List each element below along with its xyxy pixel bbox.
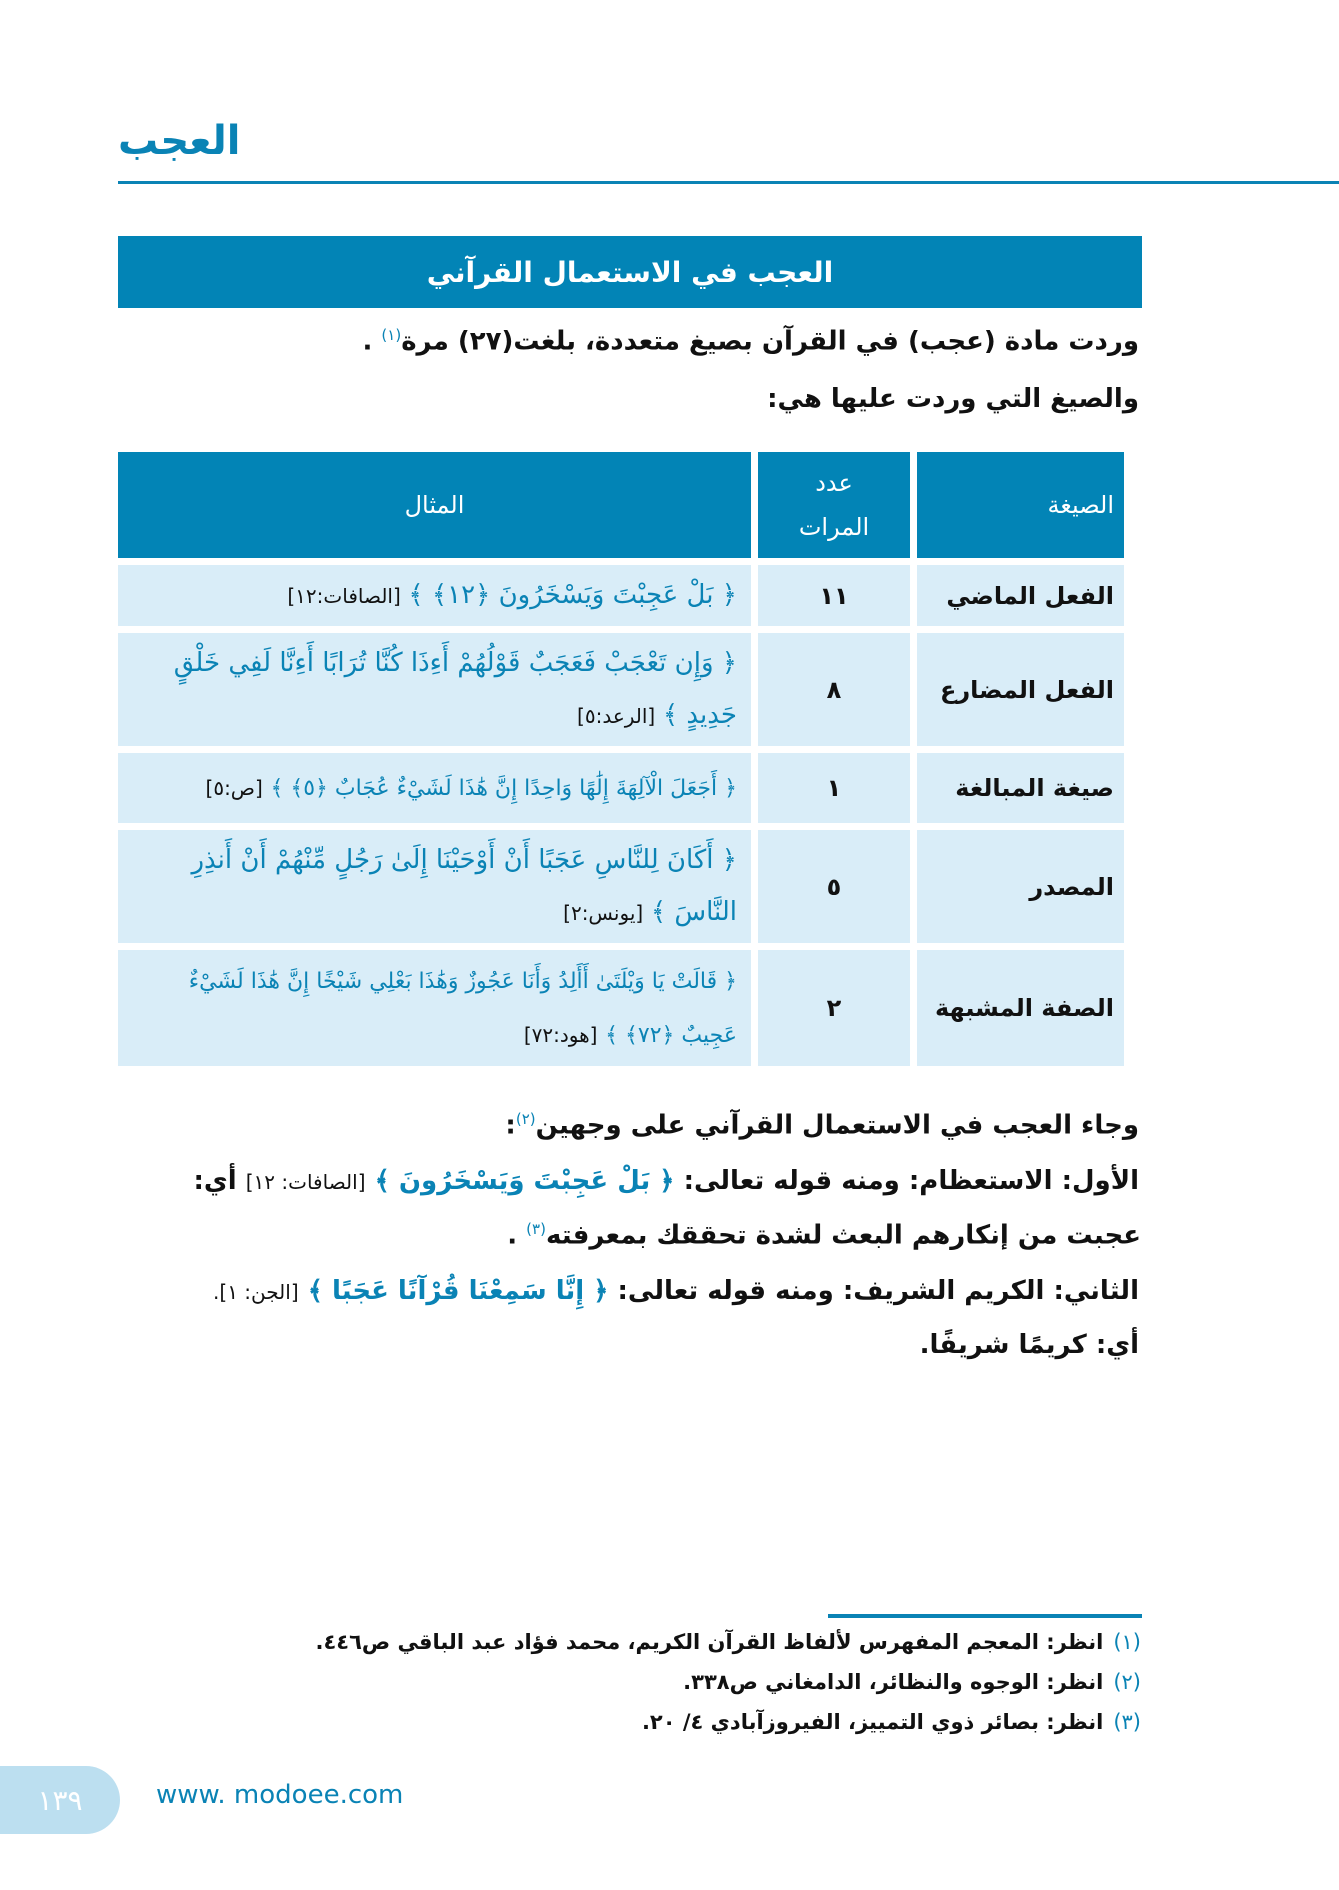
body-para-5: أي: كريمًا شريفًا. bbox=[919, 1330, 1139, 1360]
footnote-ref-3[interactable]: (٣) bbox=[526, 1220, 546, 1238]
intro-end: . bbox=[362, 326, 373, 357]
count-cell: ٢ bbox=[758, 950, 910, 1066]
body-para-1: وجاء العجب في الاستعمال القرآني على وجهي… bbox=[505, 1110, 1139, 1141]
footnote-number: (٣) bbox=[1113, 1710, 1141, 1734]
verse-ref: [هود:٧٢] bbox=[523, 1023, 598, 1047]
verse: ﴿ أَكَانَ لِلنَّاسِ عَجَبًا أَنْ أَوْحَي… bbox=[191, 845, 737, 927]
table-row: المصدر ٥ ﴿ أَكَانَ لِلنَّاسِ عَجَبًا أَن… bbox=[118, 830, 1124, 943]
table-row: الفعل المضارع ٨ ﴿ وَإِن تَعْجَبْ فَعَجَب… bbox=[118, 633, 1124, 746]
form-cell: المصدر bbox=[917, 830, 1124, 943]
footnote-1: (١) انظر: المعجم المفهرس لألفاظ القرآن ال… bbox=[315, 1630, 1141, 1654]
table-row: صيغة المبالغة ١ ﴿ أَجَعَلَ الْآلِهَةَ إِ… bbox=[118, 753, 1124, 823]
footnote-rule bbox=[828, 1614, 1142, 1618]
body-text: : bbox=[505, 1110, 516, 1141]
form-cell: الفعل المضارع bbox=[917, 633, 1124, 746]
count-cell: ١١ bbox=[758, 565, 910, 626]
page-number: ١٣٩ bbox=[0, 1766, 120, 1834]
count-cell: ٨ bbox=[758, 633, 910, 746]
verse: ﴿ بَلْ عَجِبْتَ وَيَسْخَرُونَ ﴿١٢﴾ ﴾ bbox=[408, 580, 737, 610]
verse: ﴿ بَلْ عَجِبْتَ وَيَسْخَرُونَ ﴾ bbox=[374, 1166, 675, 1196]
footnote-text: انظر: بصائر ذوي التمييز، الفيروزآبادي ٤/… bbox=[641, 1710, 1104, 1734]
count-cell: ١ bbox=[758, 753, 910, 823]
footnote-number: (١) bbox=[1113, 1630, 1141, 1654]
count-cell: ٥ bbox=[758, 830, 910, 943]
table-row: الصفة المشبهة ٢ ﴿ قَالَتْ يَا وَيْلَتَىٰ… bbox=[118, 950, 1124, 1066]
example-cell: ﴿ بَلْ عَجِبْتَ وَيَسْخَرُونَ ﴿١٢﴾ ﴾ [ال… bbox=[118, 565, 751, 626]
website-link[interactable]: www. modoee.com bbox=[156, 1780, 404, 1810]
table-row: الفعل الماضي ١١ ﴿ بَلْ عَجِبْتَ وَيَسْخَ… bbox=[118, 565, 1124, 626]
intro-text: وردت مادة (عجب) في القرآن بصيغ متعددة، ب… bbox=[401, 326, 1139, 357]
section-title: العجب في الاستعمال القرآني bbox=[118, 236, 1142, 308]
verse: ﴿ أَجَعَلَ الْآلِهَةَ إِلَٰهًا وَاحِدًا … bbox=[270, 776, 737, 801]
verse-ref: [الجن: ١]. bbox=[213, 1280, 299, 1304]
body-para-2: الأول: الاستعظام: ومنه قوله تعالى: ﴿ بَل… bbox=[194, 1166, 1139, 1196]
intro-line-1: وردت مادة (عجب) في القرآن بصيغ متعددة، ب… bbox=[362, 326, 1139, 357]
form-cell: صيغة المبالغة bbox=[917, 753, 1124, 823]
verse-ref: [الصافات:١٢] bbox=[287, 584, 401, 608]
body-text: وجاء العجب في الاستعمال القرآني على وجهي… bbox=[535, 1110, 1139, 1141]
form-cell: الفعل الماضي bbox=[917, 565, 1124, 626]
footnote-ref-2[interactable]: (٢) bbox=[515, 1110, 536, 1128]
verse-ref: [يونس:٢] bbox=[563, 901, 644, 925]
body-text: . bbox=[507, 1220, 518, 1251]
footnote-ref-1[interactable]: (١) bbox=[381, 326, 402, 344]
verse: ﴿ إِنَّا سَمِعْنَا قُرْآنًا عَجَبًا ﴾ bbox=[307, 1276, 609, 1306]
body-para-3: عجبت من إنكارهم البعث لشدة تحققك بمعرفته… bbox=[507, 1220, 1141, 1251]
footnote-2: (٢) انظر: الوجوه والنظائر، الدامغاني ص٣٣٨… bbox=[683, 1670, 1141, 1694]
footnote-text: انظر: المعجم المفهرس لألفاظ القرآن الكري… bbox=[315, 1630, 1104, 1654]
footnote-number: (٢) bbox=[1113, 1670, 1141, 1694]
example-cell: ﴿ أَجَعَلَ الْآلِهَةَ إِلَٰهًا وَاحِدًا … bbox=[118, 753, 751, 823]
body-text: الأول: الاستعظام: ومنه قوله تعالى: bbox=[683, 1166, 1139, 1196]
header-rule bbox=[118, 181, 1339, 184]
verse: ﴿ وَإِن تَعْجَبْ فَعَجَبٌ قَوْلُهُمْ أَء… bbox=[173, 648, 737, 730]
intro-line-2: والصيغ التي وردت عليها هي: bbox=[767, 384, 1139, 414]
table-header-row: الصيغة عدد المرات المثال bbox=[118, 452, 1124, 558]
body-text: أي: bbox=[193, 1166, 237, 1196]
example-cell: ﴿ أَكَانَ لِلنَّاسِ عَجَبًا أَنْ أَوْحَي… bbox=[118, 830, 751, 943]
body-para-4: الثاني: الكريم الشريف: ومنه قوله تعالى: … bbox=[213, 1276, 1139, 1306]
verse-ref: [الرعد:٥] bbox=[577, 704, 656, 728]
verse: ﴿ قَالَتْ يَا وَيْلَتَىٰ أَأَلِدُ وَأَنَ… bbox=[188, 969, 737, 1048]
footnote-text: انظر: الوجوه والنظائر، الدامغاني ص٣٣٨. bbox=[683, 1670, 1104, 1694]
header-form: الصيغة bbox=[917, 452, 1124, 558]
header-count: عدد المرات bbox=[758, 452, 910, 558]
header-example: المثال bbox=[118, 452, 751, 558]
body-text: الثاني: الكريم الشريف: ومنه قوله تعالى: bbox=[617, 1276, 1140, 1306]
example-cell: ﴿ وَإِن تَعْجَبْ فَعَجَبٌ قَوْلُهُمْ أَء… bbox=[118, 633, 751, 746]
example-cell: ﴿ قَالَتْ يَا وَيْلَتَىٰ أَأَلِدُ وَأَنَ… bbox=[118, 950, 751, 1066]
verse-ref: [الصافات: ١٢] bbox=[245, 1170, 366, 1194]
body-text: عجبت من إنكارهم البعث لشدة تحققك بمعرفته bbox=[545, 1220, 1141, 1251]
footnote-3: (٣) انظر: بصائر ذوي التمييز، الفيروزآبادي… bbox=[642, 1710, 1141, 1734]
verse-ref: [ص:٥] bbox=[205, 776, 263, 800]
form-cell: الصفة المشبهة bbox=[917, 950, 1124, 1066]
forms-table: الصيغة عدد المرات المثال الفعل الماضي ١١… bbox=[111, 445, 1131, 1073]
running-title: العجب bbox=[118, 118, 241, 164]
